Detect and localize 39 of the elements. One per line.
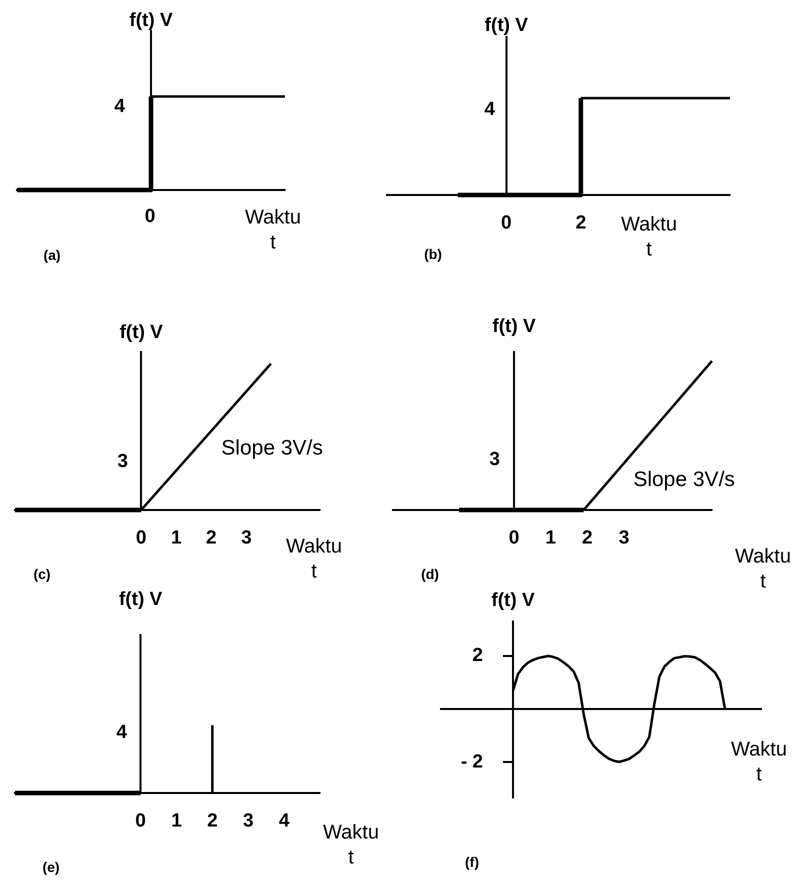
y-axis-title: f(t) V (492, 316, 536, 338)
x-tick-label: 0 (136, 528, 146, 549)
y-axis-title: f(t) V (484, 15, 528, 36)
text: (e) (42, 858, 60, 875)
x-axis-title: Waktu t (735, 546, 791, 593)
x-axis-title: Waktu t (245, 206, 301, 254)
x-axis-title: Waktu t (286, 536, 342, 583)
text: (b) (424, 246, 442, 262)
x-axis-title: Waktu t (323, 822, 379, 869)
x-tick-label: 3 (242, 810, 254, 832)
text: (d) (421, 566, 439, 582)
annotation: Slope 3V/s (221, 436, 323, 460)
y-tick-label: - 2 (460, 751, 483, 772)
x-tick-label: 0 (135, 810, 146, 832)
annotation: 3 (489, 449, 500, 470)
text: (c) (33, 566, 51, 582)
annotation: 4 (116, 722, 128, 744)
x-tick-label: 4 (278, 810, 290, 832)
x-tick-label: 1 (171, 810, 182, 832)
y-axis-title: f(t) V (491, 590, 535, 612)
text: (f) (465, 854, 479, 870)
annotation: 4 (484, 99, 496, 120)
y-axis-title: f(t) V (120, 322, 164, 344)
x-tick-label: 3 (241, 528, 252, 549)
x-tick-label: 2 (206, 528, 217, 549)
x-tick-label: 0 (508, 528, 520, 549)
x-axis-title: Waktu t (731, 738, 787, 786)
y-axis-title: f(t) V (129, 10, 173, 32)
annotation: Slope 3V/s (633, 468, 735, 491)
x-tick-label: 1 (545, 528, 556, 549)
x-axis-title: Waktu t (621, 214, 677, 261)
x-tick-label: 1 (170, 528, 182, 549)
x-tick-label: 3 (618, 528, 630, 549)
x-tick-label: 2 (207, 810, 218, 832)
y-axis-title: f(t) V (118, 589, 163, 610)
annotation: 3 (117, 451, 128, 472)
text: (a) (43, 246, 61, 263)
x-tick-label: 2 (582, 528, 593, 549)
annotation: 4 (114, 96, 126, 118)
